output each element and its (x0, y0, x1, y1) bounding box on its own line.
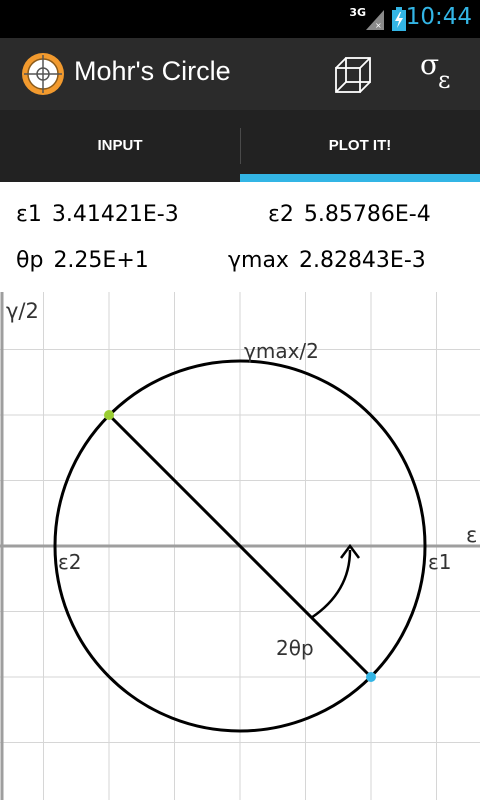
e1-label: ε1 (16, 202, 42, 227)
e2-label: ε2 (268, 202, 294, 227)
results-panel: ε1 3.41421E-3 ε2 5.85786E-4 θp 2.25E+1 γmax… (0, 182, 480, 292)
gamma-max-half-label: γmax/2 (244, 339, 319, 363)
action-bar: Mohr's Circle σ ε (0, 38, 480, 110)
mohrs-circle-app-icon (22, 53, 64, 95)
svg-text:×: × (375, 21, 382, 30)
tab-plot-it[interactable]: PLOT IT! (328, 137, 392, 154)
tab-input[interactable]: INPUT (97, 137, 143, 154)
selected-tab-indicator (240, 174, 480, 182)
mohrs-circle (53, 359, 427, 733)
epsilon-2-label: ε2 (58, 550, 82, 574)
theta-p-label: θp (16, 248, 44, 273)
tab-divider (240, 128, 241, 164)
battery-charging-icon (392, 7, 406, 31)
mohrs-circle-plot[interactable]: γ/2 ε γmax/2 ε2 ε1 2θp (0, 292, 480, 800)
y-axis-label: γ/2 (6, 299, 39, 323)
sigma-label: σ (420, 48, 440, 81)
theta-p-value: 2.25E+1 (53, 248, 149, 273)
diameter-line (107, 413, 373, 679)
rotation-arc (310, 549, 352, 620)
e2-value: 5.85786E-4 (303, 202, 431, 227)
app-title: Mohr's Circle (74, 56, 231, 86)
epsilon-1-label: ε1 (428, 550, 452, 574)
stress-strain-toggle-button[interactable]: σ ε (410, 48, 470, 98)
network-type: 3G (349, 6, 366, 19)
tab-bar: INPUT PLOT IT! (0, 110, 480, 182)
signal-icon: × (366, 10, 384, 30)
result-theta-p: θp 2.25E+1 (16, 248, 149, 273)
cube-icon[interactable] (330, 54, 376, 98)
strain-point-b[interactable] (366, 672, 376, 682)
two-theta-p-label: 2θp (276, 636, 314, 660)
gamma-max-label: γmax (228, 248, 289, 273)
status-bar: 3G × 10:44 (0, 0, 480, 38)
epsilon-label: ε (438, 66, 451, 94)
result-e1: ε1 3.41421E-3 (16, 202, 179, 227)
result-e2: ε2 5.85786E-4 (268, 202, 431, 227)
x-axis-label: ε (466, 523, 477, 547)
rotation-arrowhead (340, 543, 360, 559)
e1-value: 3.41421E-3 (51, 202, 179, 227)
result-gamma-max: γmax 2.82843E-3 (228, 248, 426, 273)
strain-point-a[interactable] (104, 410, 114, 420)
gamma-max-value: 2.82843E-3 (298, 248, 426, 273)
clock: 10:44 (405, 4, 472, 30)
